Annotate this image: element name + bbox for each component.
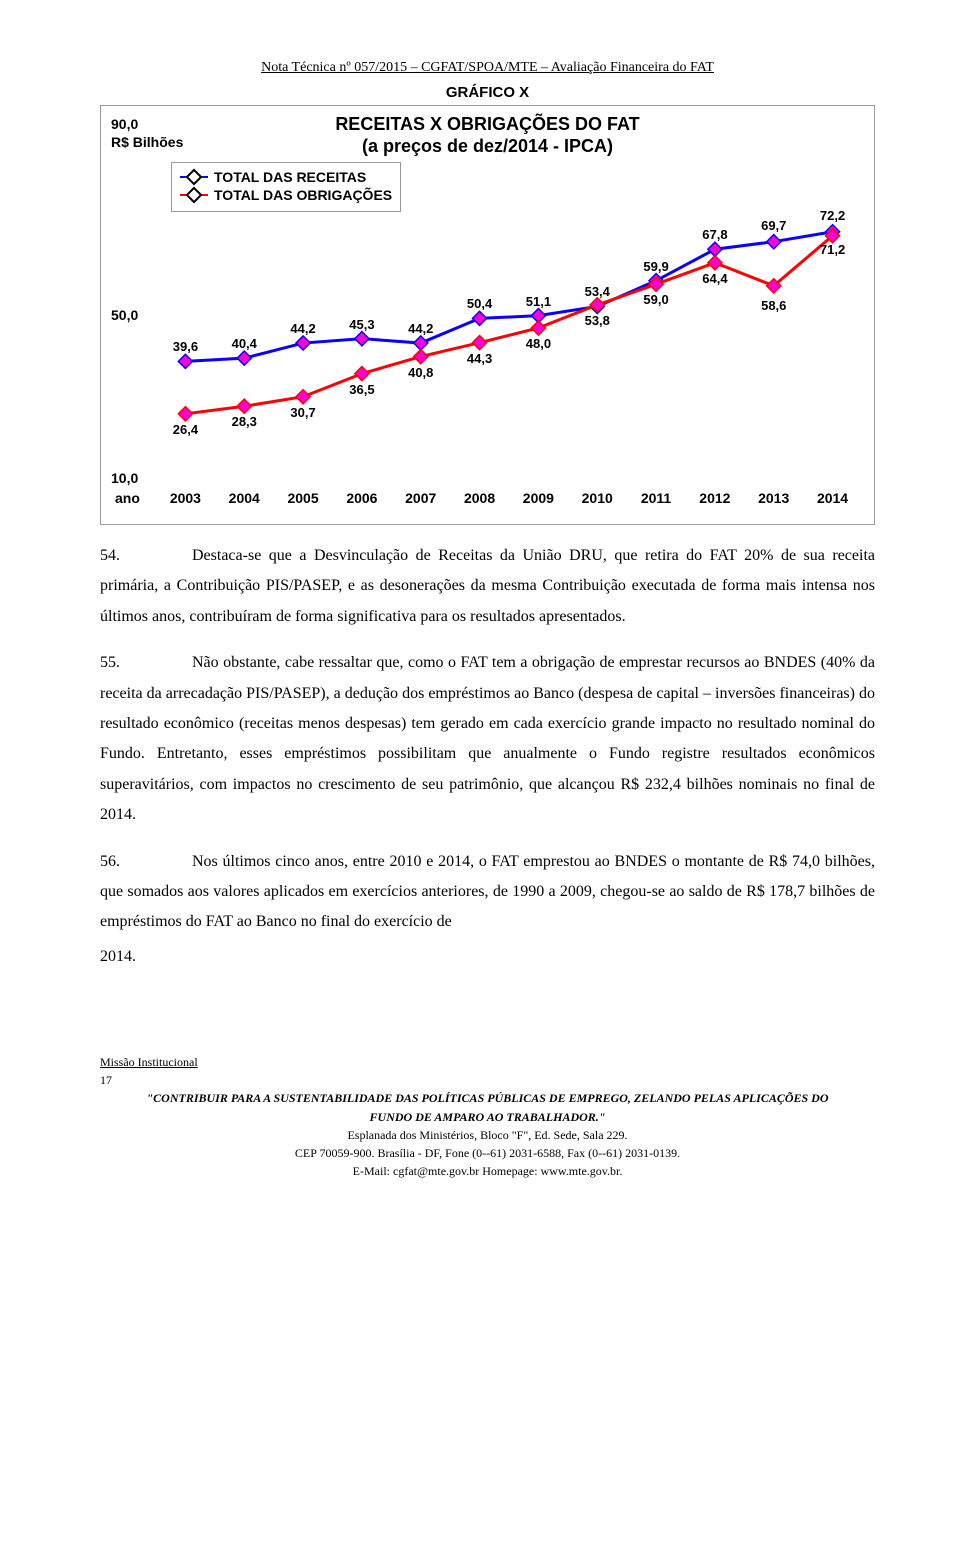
x-tick: 2008 (450, 490, 509, 506)
x-tick: 2010 (568, 490, 627, 506)
paragraph-54-number: 54. (100, 547, 120, 564)
y-tick-bottom: 10,0 (111, 470, 138, 486)
data-label: 44,3 (467, 351, 492, 366)
y-tick-mid: 50,0 (111, 307, 138, 323)
page-root: Nota Técnica nº 057/2015 – CGFAT/SPOA/MT… (0, 0, 960, 1239)
grafico-label: GRÁFICO X (100, 84, 875, 101)
data-label: 51,1 (526, 294, 551, 309)
doc-header-title: Nota Técnica nº 057/2015 – CGFAT/SPOA/MT… (100, 60, 875, 76)
paragraph-55-text: Não obstante, cabe ressaltar que, como o… (100, 654, 875, 823)
footer-address-3: E-Mail: cgfat@mte.gov.br Homepage: www.m… (100, 1163, 875, 1179)
x-tick: 2007 (391, 490, 450, 506)
paragraph-56: 56.Nos últimos cinco anos, entre 2010 e … (100, 847, 875, 938)
data-label: 53,4 (585, 284, 610, 299)
footer-page-number: 17 (100, 1072, 875, 1088)
paragraph-55: 55.Não obstante, cabe ressaltar que, com… (100, 648, 875, 830)
data-label: 26,4 (173, 422, 198, 437)
data-label: 71,2 (820, 242, 845, 257)
paragraph-55-number: 55. (100, 654, 120, 671)
x-tick: 2009 (509, 490, 568, 506)
paragraph-56-text-a: Nos últimos cinco anos, entre 2010 e 201… (100, 853, 875, 931)
x-tick: 2006 (332, 490, 391, 506)
x-tick: 2013 (744, 490, 803, 506)
data-label: 48,0 (526, 336, 551, 351)
data-label: 50,4 (467, 296, 492, 311)
data-label: 44,2 (408, 321, 433, 336)
data-label: 67,8 (702, 227, 727, 242)
y-unit-label: R$ Bilhões (111, 134, 183, 150)
x-tick: 2004 (215, 490, 274, 506)
paragraph-56-text-b: 2014. (100, 948, 136, 965)
data-label: 53,8 (585, 313, 610, 328)
data-label: 72,2 (820, 208, 845, 223)
footer-missao-label: Missão Institucional (100, 1054, 875, 1070)
footer-quote-line1: "CONTRIBUIR PARA A SUSTENTABILIDADE DAS … (100, 1090, 875, 1106)
paragraph-54-text: Destaca-se que a Desvinculação de Receit… (100, 547, 875, 625)
data-label: 58,6 (761, 298, 786, 313)
footer-address-1: Esplanada dos Ministérios, Bloco "F", Ed… (100, 1127, 875, 1143)
paragraph-54: 54.Destaca-se que a Desvinculação de Rec… (100, 541, 875, 632)
chart-plot-area: 39,6 40,4 44,2 45,3 44,2 50,4 51,1 53,4 59,9 67,8… (156, 161, 862, 479)
data-label: 30,7 (290, 405, 315, 420)
x-tick: 2012 (685, 490, 744, 506)
paragraph-56-number: 56. (100, 853, 120, 870)
data-label: 64,4 (702, 271, 727, 286)
chart-title: RECEITAS X OBRIGAÇÕES DO FAT (101, 114, 874, 135)
data-label: 28,3 (232, 414, 257, 429)
page-footer: Missão Institucional 17 "CONTRIBUIR PARA… (100, 1054, 875, 1179)
data-label: 44,2 (290, 321, 315, 336)
y-tick-top: 90,0 (111, 116, 138, 132)
x-tick: 2011 (627, 490, 686, 506)
data-label: 59,9 (643, 259, 668, 274)
data-label: 59,0 (643, 292, 668, 307)
data-label: 40,8 (408, 365, 433, 380)
data-label: 40,4 (232, 336, 257, 351)
x-tick: 2014 (803, 490, 862, 506)
x-tick: 2003 (156, 490, 215, 506)
x-axis-ticks: 2003200420052006200720082009201020112012… (156, 490, 862, 506)
x-tick: 2005 (274, 490, 333, 506)
chart-container: RECEITAS X OBRIGAÇÕES DO FAT (a preços d… (100, 105, 875, 525)
data-label: 45,3 (349, 317, 374, 332)
footer-address-2: CEP 70059-900. Brasília - DF, Fone (0--6… (100, 1145, 875, 1161)
chart-svg (156, 161, 862, 479)
footer-quote-line2: FUNDO DE AMPARO AO TRABALHADOR." (100, 1109, 875, 1125)
data-label: 36,5 (349, 382, 374, 397)
chart-subtitle: (a preços de dez/2014 - IPCA) (101, 136, 874, 157)
paragraph-56-line2: 2014. (100, 942, 875, 972)
data-label: 39,6 (173, 339, 198, 354)
x-axis-label: ano (115, 490, 140, 506)
data-label: 69,7 (761, 218, 786, 233)
